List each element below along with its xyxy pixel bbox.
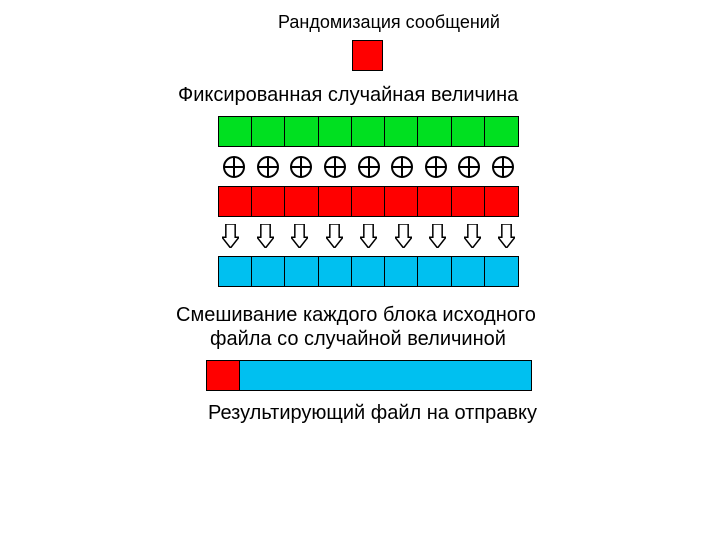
xor-icon [324, 156, 346, 178]
xor-icon [425, 156, 447, 178]
block-cell [285, 187, 318, 216]
arrow-down-icon [257, 224, 274, 248]
arrow-down-icon [326, 224, 343, 248]
arrow-down-icon [222, 224, 239, 248]
block-cell [319, 257, 352, 286]
block-cell [485, 117, 518, 146]
result-head-block [207, 361, 240, 390]
xor-icon [290, 156, 312, 178]
arrow-down-icon [291, 224, 308, 248]
xor-icon [223, 156, 245, 178]
block-cell [285, 117, 318, 146]
result-body-block [240, 361, 531, 390]
block-cell [219, 187, 252, 216]
result-label: Результирующий файл на отправку [208, 402, 537, 425]
arrow-down-icon [360, 224, 377, 248]
result-file-bar [206, 360, 532, 391]
xor-icon [391, 156, 413, 178]
xor-icon [458, 156, 480, 178]
arrow-row [222, 224, 515, 248]
block-cell [352, 257, 385, 286]
green-block-row [218, 116, 519, 147]
mixing-label-line2: файла со случайной величиной [210, 328, 506, 351]
fixed-random-label: Фиксированная случайная величина [178, 84, 518, 107]
title-label: Рандомизация сообщений [278, 12, 500, 33]
block-cell [252, 117, 285, 146]
xor-icon [257, 156, 279, 178]
block-cell [485, 187, 518, 216]
block-cell [285, 257, 318, 286]
block-cell [319, 187, 352, 216]
block-cell [219, 257, 252, 286]
block-cell [252, 257, 285, 286]
block-cell [485, 257, 518, 286]
xor-symbol-row [223, 156, 514, 178]
block-cell [385, 257, 418, 286]
block-cell [452, 257, 485, 286]
cyan-block-row [218, 256, 519, 287]
red-block-row [218, 186, 519, 217]
xor-icon [492, 156, 514, 178]
block-cell [319, 117, 352, 146]
block-cell [352, 187, 385, 216]
block-cell [385, 117, 418, 146]
arrow-down-icon [498, 224, 515, 248]
arrow-down-icon [395, 224, 412, 248]
block-cell [418, 257, 451, 286]
random-value-box [352, 40, 383, 71]
mixing-label-line1: Смешивание каждого блока исходного [176, 304, 536, 327]
block-cell [219, 117, 252, 146]
block-cell [385, 187, 418, 216]
block-cell [418, 117, 451, 146]
xor-icon [358, 156, 380, 178]
arrow-down-icon [429, 224, 446, 248]
arrow-down-icon [464, 224, 481, 248]
block-cell [252, 187, 285, 216]
block-cell [418, 187, 451, 216]
block-cell [452, 187, 485, 216]
block-cell [452, 117, 485, 146]
block-cell [352, 117, 385, 146]
